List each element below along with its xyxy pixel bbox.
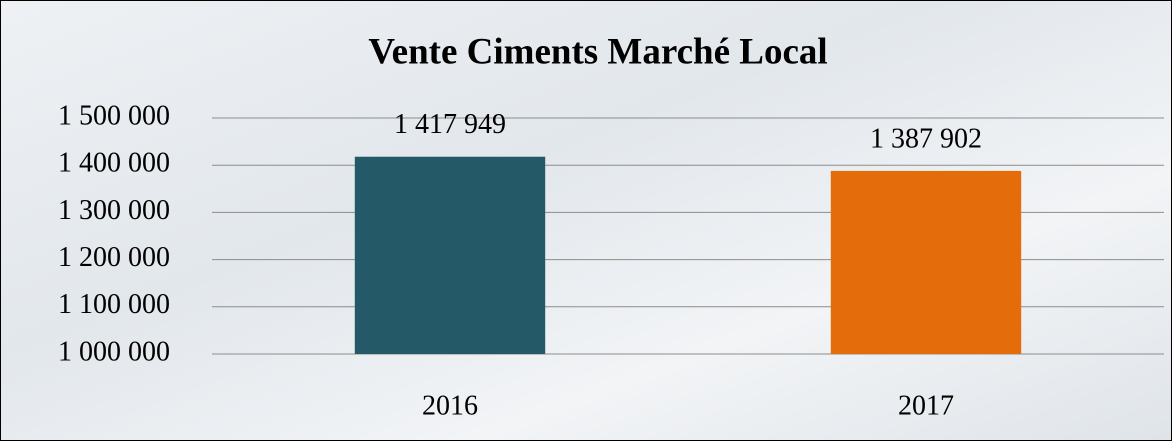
y-tick-label: 1 100 000 — [58, 289, 170, 320]
y-tick-label: 1 500 000 — [58, 100, 170, 131]
y-tick-label: 1 300 000 — [58, 195, 170, 226]
data-label: 1 417 949 — [394, 109, 506, 140]
y-tick-label: 1 200 000 — [58, 242, 170, 273]
bar — [830, 170, 1022, 354]
x-tick-label: 2017 — [898, 390, 954, 421]
y-tick-label: 1 400 000 — [58, 148, 170, 179]
x-tick-label: 2016 — [422, 390, 478, 421]
chart-title: Vente Ciments Marché Local — [368, 31, 827, 72]
y-tick-label: 1 000 000 — [58, 336, 170, 367]
bar — [354, 156, 546, 354]
data-label: 1 387 902 — [870, 123, 982, 154]
